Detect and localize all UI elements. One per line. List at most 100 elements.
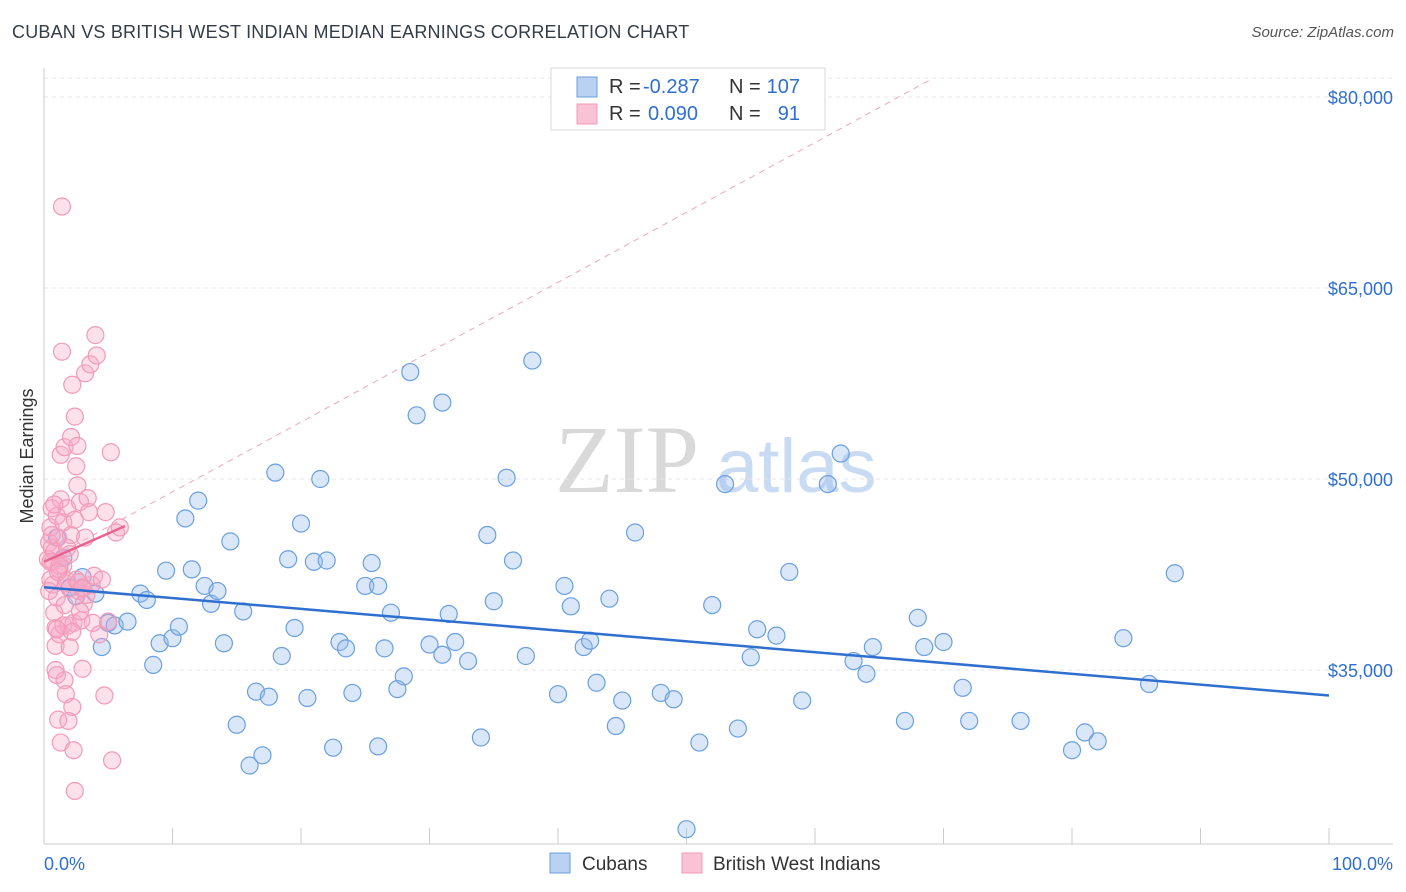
cuban-point [587, 673, 606, 692]
x-tick-label-max: 100.0% [1332, 854, 1393, 874]
british-west-indian-point [46, 660, 65, 680]
cuban-point [356, 576, 375, 596]
legend-swatch-pink [576, 103, 598, 125]
cuban-point [144, 655, 163, 675]
cuban-point [336, 639, 356, 658]
british-west-indian-point [65, 781, 84, 801]
cuban-point [343, 683, 362, 703]
british-west-indian-point [63, 697, 82, 717]
cuban-point [1088, 732, 1107, 751]
legend-n-value-2: 91 [778, 103, 800, 125]
y-tick-label: $50,000 [1328, 470, 1393, 490]
cuban-point [895, 711, 915, 731]
british-west-indian-point [101, 443, 120, 462]
british-west-indian-point [52, 342, 72, 361]
british-west-indian-point [99, 612, 118, 631]
cuban-point [934, 632, 953, 652]
cuban-point [908, 608, 927, 627]
cuban-point [1011, 711, 1030, 731]
cuban-point [176, 509, 195, 528]
cuban-point [960, 711, 979, 731]
british-west-indian-point [42, 525, 61, 545]
cuban-point [291, 514, 311, 533]
y-tick-label: $35,000 [1328, 661, 1393, 681]
cuban-point [831, 444, 850, 463]
cuban-point [433, 393, 452, 412]
british-west-indian-point [78, 489, 97, 508]
cuban-point [394, 667, 413, 686]
correlation-legend: R = -0.287 N = 107 R = 0.090 N = 91 [550, 67, 826, 131]
cuban-point [369, 737, 388, 756]
british-west-indians-points [38, 197, 129, 801]
cuban-point [182, 560, 201, 579]
british-west-indian-point [59, 711, 78, 731]
gridlines [44, 77, 1393, 671]
cuban-point [407, 406, 426, 425]
cuban-point [915, 637, 934, 657]
cuban-point [221, 532, 240, 551]
cuban-point [748, 620, 767, 639]
cuban-point [214, 634, 233, 653]
cuban-point [497, 468, 516, 487]
cuban-point [272, 646, 291, 666]
cuban-point [1114, 629, 1133, 648]
legend-n-value-1: 107 [767, 76, 800, 98]
british-west-indian-point [52, 197, 72, 216]
cubans-points [47, 351, 1184, 839]
y-axis-title: Median Earnings [17, 388, 37, 523]
cuban-point [728, 719, 748, 738]
y-tick-label: $65,000 [1328, 279, 1393, 299]
cuban-point [446, 632, 465, 652]
british-west-indian-point [83, 613, 102, 632]
cuban-point [523, 351, 542, 370]
y-tick-labels: $35,000 $50,000 $65,000 $80,000 [1328, 88, 1393, 681]
british-west-indian-point [47, 620, 66, 639]
british-west-indian-point [90, 625, 109, 644]
cuban-point [189, 491, 208, 510]
british-west-indian-point [67, 457, 86, 476]
cuban-point [715, 474, 735, 494]
legend-n-label-2: N = [729, 103, 761, 125]
legend-swatch-blue [576, 76, 598, 98]
british-west-indian-point [68, 436, 87, 455]
cuban-point [478, 525, 497, 545]
cuban-point [324, 738, 343, 757]
british-west-indian-point [50, 556, 69, 575]
cuban-point [1062, 741, 1082, 760]
cuban-point [741, 648, 760, 667]
bottom-legend-cubans: Cubans [582, 854, 648, 875]
british-west-indian-point [55, 438, 74, 457]
cuban-point [381, 603, 401, 622]
cuban-point [240, 756, 259, 775]
cuban-point [690, 733, 709, 752]
bottom-legend-british-west-indians: British West Indians [713, 854, 881, 875]
cuban-point [1075, 723, 1094, 742]
cuban-point [137, 590, 156, 610]
british-west-indian-point [92, 570, 111, 589]
watermark-zip: ZIP [555, 406, 699, 513]
british-west-indians-trend-line [43, 524, 126, 563]
cuban-point [362, 553, 381, 573]
cuban-point [857, 664, 876, 683]
cuban-point [279, 550, 298, 569]
cuban-point [548, 685, 568, 704]
british-west-indian-point [65, 510, 84, 529]
legend-r-label-2: R = [609, 103, 641, 125]
x-tick-label-min: 0.0% [44, 854, 85, 874]
british-west-indian-point [70, 602, 90, 621]
cuban-point [677, 820, 696, 839]
cuban-point [311, 469, 330, 489]
cuban-point [156, 561, 176, 580]
cuban-point [600, 589, 619, 608]
cuban-point [253, 746, 272, 765]
cuban-point [863, 637, 882, 657]
bottom-legend-swatch-cubans [549, 852, 571, 874]
cuban-point [703, 595, 722, 615]
watermark-atlas: atlas [716, 424, 877, 509]
cuban-point [516, 646, 535, 666]
cuban-point [1165, 564, 1184, 583]
cuban-point [375, 639, 394, 658]
source-label: Source: ZipAtlas.com [1251, 24, 1394, 41]
cubans-trend-line [43, 585, 1330, 697]
cuban-point [818, 474, 837, 494]
